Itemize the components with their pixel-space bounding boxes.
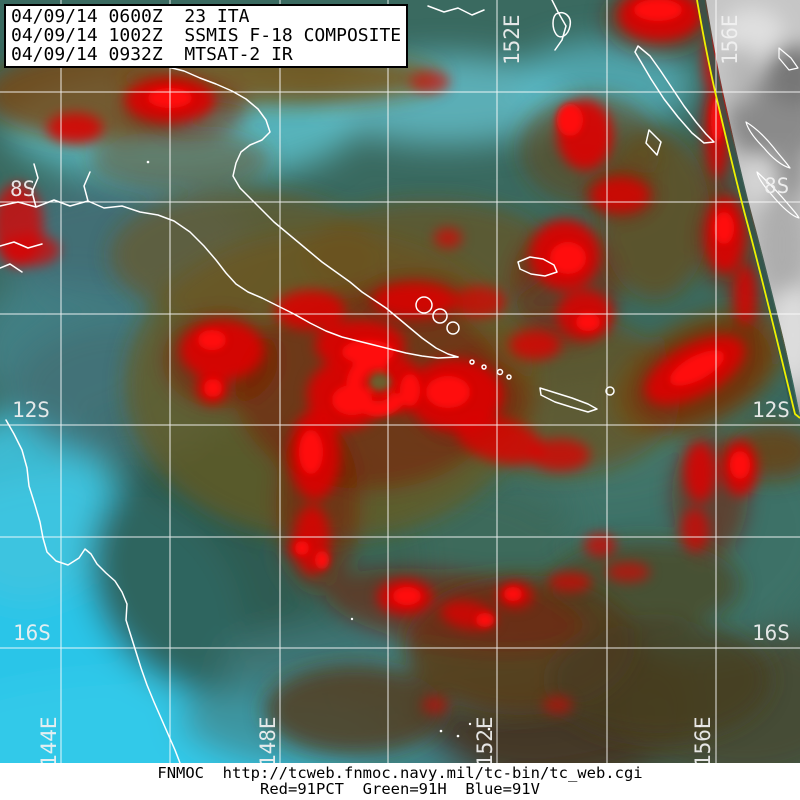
coastlines xyxy=(0,0,715,763)
info-line-storm: 04/09/14 0600Z 23 ITA xyxy=(11,6,250,27)
footer-url-line: FNMOC http://tcweb.fnmoc.navy.mil/tc-bin… xyxy=(157,764,643,782)
lon-label-bottom-148e: 148E xyxy=(256,716,280,763)
solomon-islands-coastlines xyxy=(745,47,800,219)
white-speck-dots xyxy=(146,160,702,738)
lon-label-top-152e: 152E xyxy=(500,14,524,65)
satellite-composite-field xyxy=(0,0,800,763)
lon-label-bottom-152e: 152E xyxy=(473,716,497,763)
info-line-composite: 04/09/14 1002Z SSMIS F-18 COMPOSITE xyxy=(11,25,402,46)
footer-legend-line: Red=91PCT Green=91H Blue=91V xyxy=(260,780,540,798)
lat-lon-gridlines xyxy=(0,0,800,763)
lon-label-bottom-156e: 156E xyxy=(691,716,715,763)
lon-label-top-156e: 156E xyxy=(718,14,742,65)
info-line-ir: 04/09/14 0932Z MTSAT-2 IR xyxy=(11,44,293,65)
swath-edge-line xyxy=(696,0,800,419)
datetime-info-box: 04/09/14 0600Z 23 ITA 04/09/14 1002Z SSM… xyxy=(4,4,409,68)
lat-label-left-8s: 8S xyxy=(10,177,36,201)
convective-cores xyxy=(148,0,750,627)
lat-label-left-16s: 16S xyxy=(13,621,51,645)
swath-edge-shadow xyxy=(697,0,799,416)
lon-label-bottom-144e: 144E xyxy=(37,716,61,763)
lat-label-left-12s: 12S xyxy=(12,398,50,422)
map-area: 8S 12S 16S 8S 12S 16S 152E 156E 144E 148… xyxy=(0,0,800,763)
lat-label-right-12s: 12S xyxy=(752,398,790,422)
footer-caption: FNMOC http://tcweb.fnmoc.navy.mil/tc-bin… xyxy=(0,763,800,800)
lat-label-right-16s: 16S xyxy=(752,621,790,645)
lat-label-right-8s: 8S xyxy=(764,174,790,198)
